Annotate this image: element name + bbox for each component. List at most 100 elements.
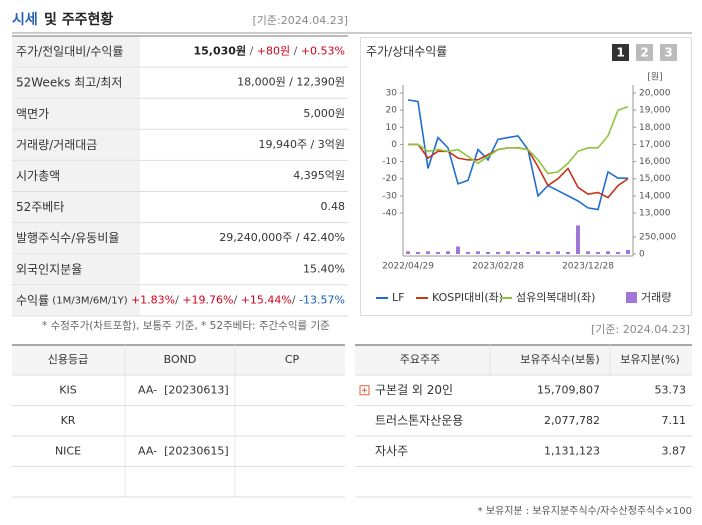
note: * 보유지분 : 보유지분주식수/자수산정주식수×100	[478, 505, 692, 517]
title: 및 주주현황	[44, 11, 113, 28]
tab-button[interactable]	[612, 44, 629, 61]
volume-bar	[546, 251, 550, 254]
label-text: 거래량/거래대금	[16, 137, 97, 151]
value-part: 5,000원	[303, 107, 345, 120]
cell: 7.11	[662, 414, 687, 427]
y2-tick-label: 17,000	[639, 140, 671, 150]
volume-bar	[526, 251, 530, 254]
row-value: 29,240,000주 / 42.40%	[219, 231, 345, 244]
value-part: /	[292, 293, 299, 306]
label-text: 발행주식수/유동비율	[16, 230, 119, 245]
volume-bar	[626, 249, 630, 254]
tab-button[interactable]	[636, 44, 653, 61]
y-tick-label: -10	[382, 157, 397, 167]
row-label: 52Weeks 최고/최저	[16, 75, 122, 89]
value-part: +15.44%	[241, 293, 292, 306]
value-part: 29,240,000주 / 42.40%	[219, 231, 345, 244]
label-cell	[12, 285, 140, 316]
legend-label: LF	[392, 291, 404, 304]
title-highlight: 시세	[12, 12, 38, 28]
row-value: 5,000원	[303, 107, 345, 120]
volume-bar	[606, 251, 610, 254]
y2-tick-label: 16,000	[639, 157, 671, 167]
volume-bar	[466, 251, 470, 254]
label-cell	[12, 223, 140, 254]
x-tick-label: 2022/04/29	[382, 262, 434, 272]
y-tick-label: 0	[391, 140, 397, 150]
label-text: 외국인지분율	[16, 262, 82, 276]
x-tick-label: 2023/12/28	[562, 262, 614, 272]
value-part: /	[290, 45, 301, 58]
row-value: +1.83%/ +19.76%/ +15.44%/ -13.57%	[131, 293, 345, 306]
cell: 15,709,807	[537, 383, 600, 396]
y2-tick-label: 19,000	[639, 106, 671, 116]
value-part: 19,940주 / 3억원	[258, 138, 345, 151]
label-text: 52주베타	[16, 200, 64, 214]
value-part: +1.83%	[131, 293, 175, 306]
chart-panel-title: 주가/상대수익률	[366, 45, 447, 59]
row-label: 시가총액	[16, 168, 60, 182]
cell: KIS	[59, 383, 76, 396]
value-part: 18,000원 / 12,390원	[237, 76, 345, 89]
row-value: 0.48	[321, 200, 346, 213]
row-label: 52주베타	[16, 200, 64, 214]
label-text: 수익률	[16, 293, 49, 307]
column-header: CP	[285, 353, 300, 366]
column-header: 신용등급	[48, 353, 88, 366]
value-part: 15,030원	[194, 44, 247, 58]
row-value: 15,030원 / +80원 / +0.53%	[194, 44, 346, 58]
label-text: 액면가	[16, 106, 49, 120]
volume-bar	[576, 225, 580, 254]
volume-bar	[516, 251, 520, 254]
y-tick-label: 30	[386, 89, 398, 99]
label-cell	[12, 192, 140, 223]
label-note: (1M/3M/6M/1Y)	[49, 295, 128, 306]
value-part: /	[246, 45, 257, 58]
row-value: 15.40%	[303, 262, 345, 275]
cell: AA- [20230615]	[138, 444, 229, 457]
cell: 53.73	[655, 383, 687, 396]
cell: NICE	[55, 444, 81, 457]
y2-tick-label: 13,000	[639, 209, 671, 219]
volume-bar	[446, 251, 450, 254]
label-cell	[12, 254, 140, 285]
cell: 3.87	[662, 444, 687, 457]
value-part: -13.57%	[299, 293, 345, 306]
tab-label: 3	[664, 46, 672, 60]
value-part: 15.40%	[303, 262, 345, 275]
label-cell	[12, 98, 140, 129]
row-label: 수익률 (1M/3M/6M/1Y)	[16, 293, 128, 307]
volume-bar	[596, 251, 600, 254]
value-part: /	[234, 293, 241, 306]
volume-bar	[566, 251, 570, 254]
volume-bar	[436, 251, 440, 254]
volume-bar	[536, 251, 540, 254]
label-cell	[12, 129, 140, 160]
value-part: /	[175, 293, 182, 306]
volume-bar	[616, 251, 620, 254]
volume-bar	[506, 251, 510, 254]
legend-label: 거래량	[641, 291, 671, 304]
value-part: 0.48	[321, 200, 346, 213]
y-tick-label: -20	[382, 174, 397, 184]
holder-name: 자사주	[375, 444, 408, 458]
row-value: 19,940주 / 3억원	[258, 138, 345, 151]
label-cell	[12, 160, 140, 191]
y-tick-label: -40	[382, 209, 397, 219]
volume-bar	[586, 251, 590, 254]
chart-panel	[360, 37, 692, 316]
series-line	[407, 99, 628, 211]
tab-label: 2	[640, 46, 648, 60]
column-header: BOND	[164, 353, 197, 366]
axis-unit: [원]	[647, 72, 662, 83]
legend-label: KOSPI대비(좌)	[432, 291, 503, 304]
volume-bar	[476, 251, 480, 254]
row-value: 4,395억원	[293, 169, 345, 182]
row-label: 발행주식수/유동비율	[16, 230, 119, 245]
column-header: 보유지분(%)	[620, 353, 680, 366]
tab-button[interactable]	[660, 44, 677, 61]
label-text: 시가총액	[16, 168, 60, 182]
row-value: 18,000원 / 12,390원	[237, 76, 345, 89]
